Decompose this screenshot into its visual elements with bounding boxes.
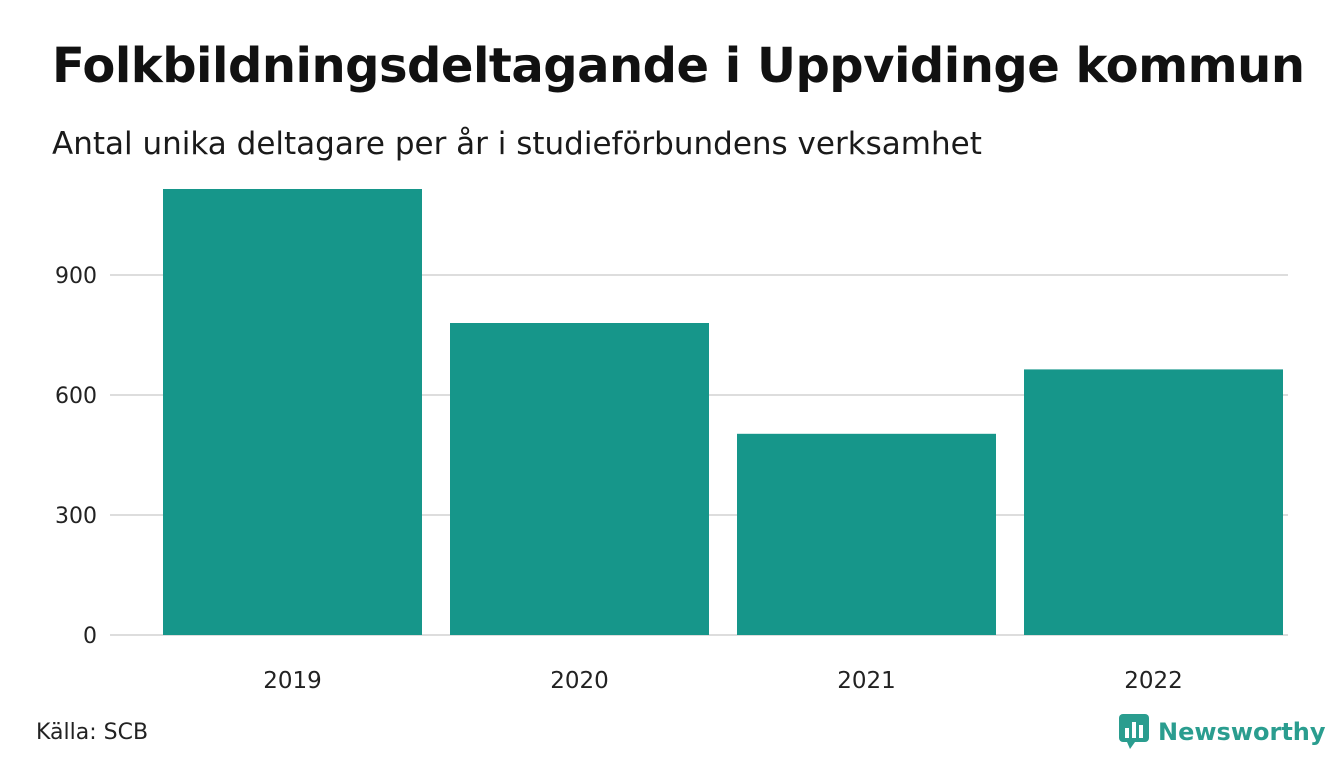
bar-2022 [1024, 369, 1283, 635]
x-tick-label: 2022 [1124, 668, 1183, 694]
y-tick-label: 600 [55, 384, 97, 409]
x-tick-label: 2021 [837, 668, 896, 694]
x-tick-label: 2020 [550, 668, 609, 694]
brand-logo: Newsworthy [1118, 712, 1326, 752]
brand-name: Newsworthy [1158, 718, 1326, 746]
bar-2021 [737, 433, 996, 635]
y-tick-label: 900 [55, 264, 97, 289]
source-note: Källa: SCB [36, 720, 149, 745]
x-tick-label: 2019 [263, 668, 322, 694]
y-tick-label: 300 [55, 504, 97, 529]
chart-subtitle: Antal unika deltagare per år i studieför… [52, 126, 982, 162]
y-tick-label: 0 [83, 624, 97, 649]
bar-2020 [450, 323, 709, 635]
bar-2019 [163, 189, 422, 635]
chart-title: Folkbildningsdeltagande i Uppvidinge kom… [52, 38, 1305, 94]
newsworthy-logo-icon [1119, 714, 1149, 749]
